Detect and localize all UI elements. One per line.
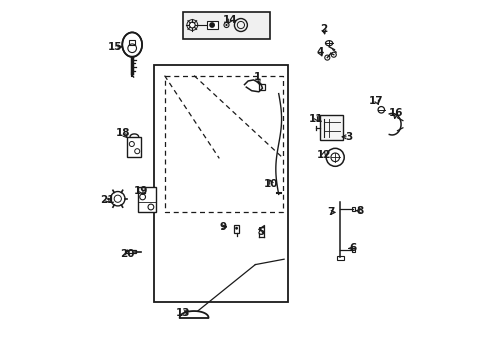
Text: 12: 12	[316, 150, 330, 160]
Circle shape	[225, 24, 227, 26]
Bar	[124, 250, 136, 253]
Text: 9: 9	[219, 222, 226, 232]
Circle shape	[189, 22, 195, 28]
Text: 13: 13	[176, 308, 190, 318]
Text: 3: 3	[345, 132, 352, 142]
Text: 15: 15	[107, 42, 122, 52]
Bar	[337, 256, 343, 260]
Bar	[183, 12, 269, 39]
Bar	[351, 207, 355, 211]
Text: 20: 20	[120, 249, 135, 259]
Text: 6: 6	[348, 243, 355, 253]
Circle shape	[209, 22, 215, 28]
Text: 21: 21	[100, 195, 114, 205]
Text: 18: 18	[115, 128, 130, 138]
Circle shape	[325, 148, 344, 166]
Bar	[320, 115, 343, 140]
Text: 19: 19	[134, 186, 148, 196]
Text: 16: 16	[387, 108, 402, 118]
Text: 14: 14	[223, 15, 237, 25]
Ellipse shape	[122, 32, 142, 57]
Bar	[127, 137, 141, 157]
Text: 11: 11	[308, 114, 323, 124]
Text: 4: 4	[316, 47, 323, 57]
Text: 5: 5	[257, 227, 264, 237]
Text: 1: 1	[253, 72, 260, 82]
Bar	[207, 21, 218, 30]
Bar	[138, 187, 155, 212]
Text: 10: 10	[264, 179, 278, 189]
Text: 17: 17	[368, 96, 383, 106]
Text: 8: 8	[355, 206, 363, 216]
Circle shape	[110, 192, 125, 206]
Text: 2: 2	[320, 24, 326, 34]
Bar	[233, 225, 239, 233]
Bar	[129, 40, 135, 45]
Circle shape	[235, 227, 238, 230]
Bar	[351, 248, 355, 252]
Text: 7: 7	[326, 207, 334, 217]
